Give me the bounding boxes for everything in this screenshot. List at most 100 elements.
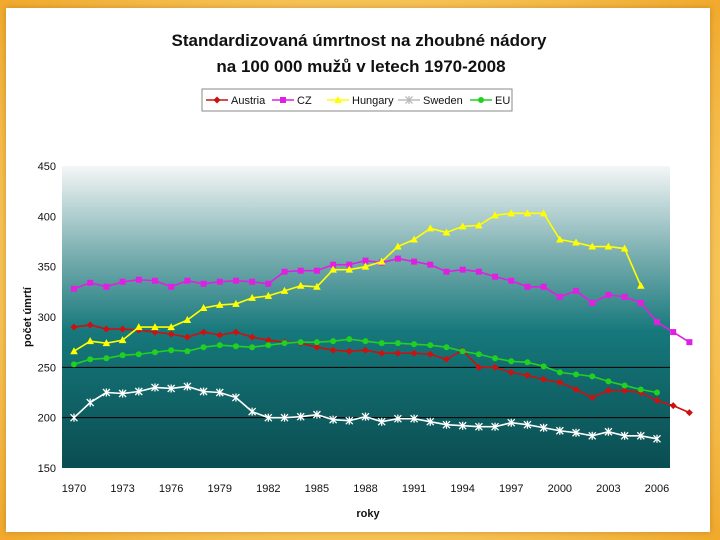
data-point: [426, 350, 434, 358]
x-axis-label: roky: [356, 508, 380, 520]
chart-title: Standardizovaná úmrtnost na zhoubné nádo…: [172, 31, 548, 50]
data-point: [474, 422, 483, 431]
legend-item-austria: Austria: [206, 95, 266, 107]
data-point: [555, 426, 564, 435]
data-point: [151, 328, 159, 336]
data-point: [605, 291, 612, 298]
x-tick-label: 1985: [305, 483, 329, 495]
data-point: [313, 282, 321, 290]
legend-item-hungary: Hungary: [327, 95, 394, 107]
data-point: [102, 388, 111, 397]
data-point: [394, 340, 401, 347]
data-point: [184, 348, 191, 355]
data-point: [426, 417, 435, 426]
data-point: [297, 339, 304, 346]
data-point: [604, 242, 613, 250]
data-point: [362, 338, 369, 345]
legend-marker: [280, 97, 286, 103]
data-point: [572, 238, 580, 246]
data-point: [329, 265, 337, 273]
data-point: [507, 418, 516, 427]
data-point: [313, 343, 321, 351]
data-point: [232, 328, 240, 336]
data-point: [411, 341, 418, 348]
data-point: [377, 257, 386, 265]
data-point: [442, 355, 450, 363]
data-point: [637, 281, 645, 289]
y-axis-label: počet úmrtí: [22, 286, 34, 347]
data-point: [394, 255, 401, 262]
x-tick-label: 1991: [402, 483, 426, 495]
data-point: [458, 421, 467, 430]
legend-marker: [405, 96, 413, 104]
data-point: [281, 340, 288, 347]
data-point: [524, 359, 531, 366]
data-point: [102, 325, 110, 333]
legend-marker: [213, 96, 221, 104]
data-point: [427, 261, 434, 268]
data-point: [442, 420, 451, 429]
x-tick-label: 1970: [62, 483, 86, 495]
data-point: [329, 415, 338, 424]
data-point: [265, 342, 272, 349]
data-point: [232, 343, 239, 350]
data-point: [394, 242, 402, 250]
data-point: [524, 283, 531, 290]
data-point: [248, 407, 257, 416]
legend: Austria CZ Hungary Sweden EU: [201, 88, 513, 112]
data-point: [669, 402, 677, 410]
legend-box: [201, 88, 513, 112]
data-point: [200, 280, 207, 287]
data-point: [523, 420, 532, 429]
data-point: [167, 323, 175, 331]
data-point: [86, 321, 94, 329]
data-point: [426, 224, 435, 232]
y-axis-ticks: 150 200 250 300 350 400 450: [38, 161, 56, 475]
data-point: [135, 276, 142, 283]
data-point: [492, 273, 499, 280]
data-point: [620, 431, 629, 440]
data-point: [134, 323, 143, 331]
data-point: [653, 397, 661, 405]
data-point: [345, 416, 354, 425]
data-point: [215, 300, 224, 308]
data-point: [443, 344, 450, 351]
data-point: [491, 363, 499, 371]
data-point: [361, 412, 370, 421]
data-point: [393, 414, 402, 423]
data-point: [296, 412, 305, 421]
data-point: [653, 434, 661, 443]
data-point: [200, 328, 208, 336]
data-point: [572, 385, 580, 393]
data-point: [280, 413, 289, 422]
data-point: [71, 285, 77, 292]
data-point: [102, 339, 111, 347]
data-point: [329, 346, 337, 354]
data-point: [87, 279, 94, 286]
data-point: [118, 389, 127, 398]
data-point: [361, 262, 370, 270]
legend-label: CZ: [297, 95, 312, 107]
data-point: [685, 409, 693, 417]
data-point: [377, 417, 386, 426]
data-point: [296, 281, 305, 289]
data-point: [312, 410, 321, 419]
legend-item-sweden: Sweden: [398, 95, 463, 107]
data-point: [151, 277, 158, 284]
data-point: [508, 358, 515, 365]
data-point: [216, 331, 224, 339]
data-point: [215, 388, 224, 397]
series-hungary: [70, 209, 645, 355]
data-point: [346, 261, 353, 268]
data-point: [654, 319, 660, 326]
legend-label: EU: [495, 95, 510, 107]
data-point: [427, 342, 434, 349]
data-point: [135, 351, 142, 358]
data-point: [670, 329, 677, 336]
data-point: [119, 278, 126, 285]
data-point: [637, 299, 644, 306]
data-point: [280, 286, 289, 294]
data-point: [556, 235, 564, 243]
data-point: [249, 278, 256, 285]
data-point: [313, 339, 320, 346]
